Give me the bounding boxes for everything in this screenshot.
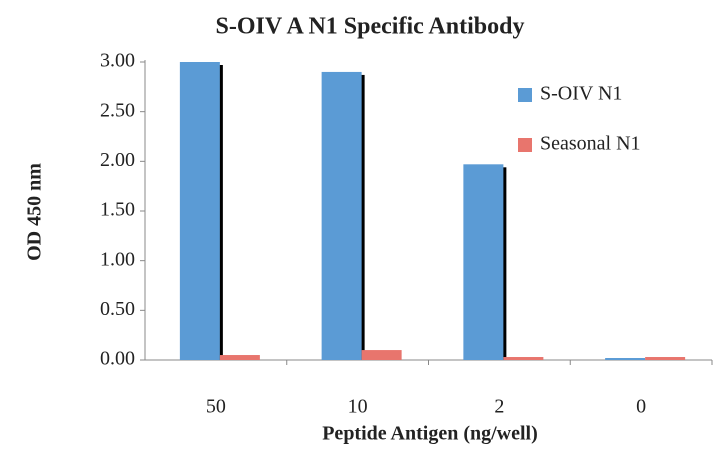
bar — [463, 164, 504, 360]
x-tick-label: 2 — [494, 396, 504, 418]
legend-marker — [518, 88, 532, 102]
chart-title: S-OIV A N1 Specific Antibody — [216, 14, 525, 40]
bar — [179, 62, 220, 360]
legend-label: S-OIV N1 — [540, 83, 622, 105]
x-tick-label: 10 — [348, 396, 368, 418]
y-tick-label: 1.50 — [100, 199, 135, 221]
bar-shadow — [501, 167, 507, 360]
y-tick-label: 2.50 — [100, 99, 135, 121]
legend-label: Seasonal N1 — [540, 133, 641, 155]
bar — [361, 350, 402, 360]
bar — [503, 357, 544, 360]
y-tick-label: 0.00 — [100, 348, 135, 370]
y-tick-label: 3.00 — [100, 50, 135, 72]
bar — [645, 357, 686, 360]
bar-shadow — [217, 65, 223, 360]
x-tick-label: 0 — [636, 396, 646, 418]
y-tick-label: 0.50 — [100, 298, 135, 320]
bar — [605, 358, 646, 360]
legend-marker — [518, 138, 532, 152]
x-tick-label: 50 — [206, 396, 226, 418]
bar — [219, 355, 260, 360]
y-axis-label: OD 450 nm — [24, 163, 46, 261]
x-axis-label: Peptide Antigen (ng/well) — [322, 423, 538, 445]
y-tick-label: 2.00 — [100, 149, 135, 171]
bar-shadow — [359, 74, 365, 360]
bar — [321, 71, 362, 360]
y-tick-label: 1.00 — [100, 248, 135, 270]
